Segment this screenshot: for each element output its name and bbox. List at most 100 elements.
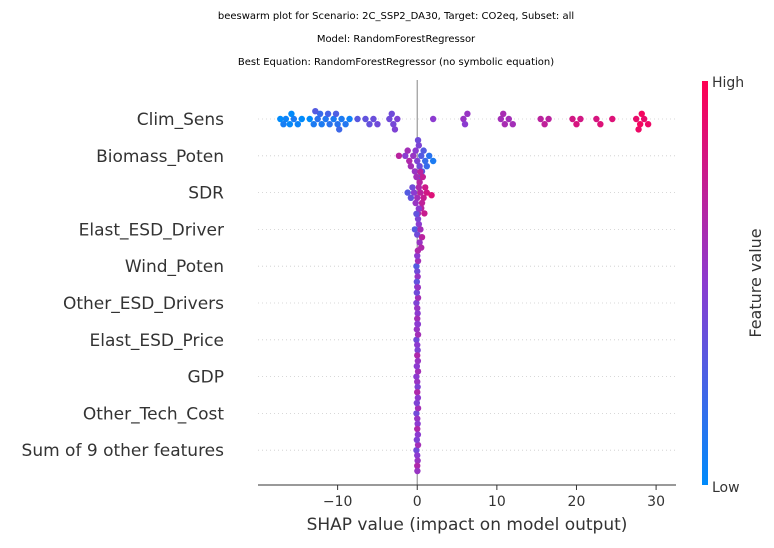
- shap-point: [322, 115, 329, 123]
- shap-point: [420, 147, 427, 154]
- shap-point: [414, 310, 421, 317]
- shap-point: [413, 173, 420, 181]
- shap-point: [414, 341, 421, 349]
- feature-label: Biomass_Poten: [96, 147, 224, 167]
- x-tick-label: 20: [568, 494, 586, 510]
- shap-point: [414, 368, 422, 375]
- shap-point: [460, 115, 467, 123]
- feature-label: SDR: [188, 184, 224, 204]
- shap-point: [336, 126, 343, 133]
- shap-point: [413, 373, 420, 380]
- shap-point: [414, 257, 422, 265]
- shap-point: [406, 157, 413, 165]
- shap-point: [316, 110, 324, 118]
- shap-point: [541, 121, 548, 128]
- colorbar-title: Feature value: [746, 228, 765, 337]
- shap-point: [414, 231, 421, 238]
- shap-point: [414, 467, 421, 475]
- shap-point: [298, 115, 305, 123]
- shap-point: [413, 210, 420, 217]
- x-tick-label: 30: [647, 494, 665, 510]
- shap-point: [414, 441, 422, 449]
- feature-label: Sum of 9 other features: [22, 441, 225, 461]
- shap-point: [429, 157, 437, 165]
- shap-point: [286, 121, 294, 128]
- shap-point: [597, 121, 604, 128]
- shap-point: [417, 189, 424, 196]
- shap-point: [288, 110, 295, 118]
- feature-label: Other_Tech_Cost: [83, 404, 224, 424]
- feature-label: Elast_ESD_Driver: [79, 220, 224, 240]
- shap-point: [414, 378, 421, 385]
- shap-point: [413, 410, 420, 417]
- shap-point: [334, 121, 341, 128]
- shap-point: [414, 420, 421, 427]
- shap-point: [422, 157, 429, 165]
- shap-point: [413, 447, 420, 454]
- chart-title-line-3: Best Equation: RandomForestRegressor (no…: [238, 57, 554, 68]
- shap-point: [416, 239, 423, 246]
- shap-point: [414, 425, 421, 433]
- chart-title-line-1: beeswarm plot for Scenario: 2C_SSP2_DA30…: [218, 11, 574, 22]
- shap-point: [318, 121, 325, 128]
- shap-point: [414, 394, 422, 401]
- colorbar-high-label: High: [712, 75, 744, 91]
- shap-point: [413, 278, 421, 285]
- shap-point: [423, 163, 430, 170]
- shap-point: [407, 194, 415, 201]
- shap-point: [414, 315, 421, 322]
- shap-point: [414, 273, 421, 280]
- shap-point: [464, 110, 471, 118]
- shap-point: [395, 152, 403, 159]
- x-ticks: −10 0 10 20 30: [323, 485, 665, 510]
- shap-point: [312, 108, 319, 115]
- shap-point: [390, 121, 397, 128]
- shap-point: [414, 352, 421, 359]
- shap-point: [500, 110, 507, 118]
- shap-point: [414, 431, 422, 438]
- shap-point: [414, 268, 421, 275]
- shap-point: [420, 194, 427, 201]
- shap-point: [411, 168, 419, 175]
- shap-point: [362, 115, 369, 123]
- shap-point: [414, 305, 421, 312]
- shap-point: [413, 299, 420, 307]
- shap-point: [418, 234, 426, 241]
- shap-point: [324, 110, 332, 118]
- shap-point: [414, 247, 422, 254]
- feature-labels: Clim_Sens Biomass_Poten SDR Elast_ESD_Drive…: [22, 110, 225, 461]
- feature-label: GDP: [187, 368, 224, 388]
- shap-point: [346, 115, 353, 123]
- shap-point: [573, 121, 580, 128]
- shap-point: [412, 147, 419, 154]
- shap-point: [413, 289, 421, 296]
- shap-point: [414, 321, 422, 328]
- feature-label: Wind_Poten: [125, 257, 224, 277]
- shap-point: [632, 115, 640, 123]
- shap-point: [404, 147, 411, 154]
- shap-point: [569, 115, 576, 123]
- shap-point: [415, 184, 423, 191]
- feature-label: Clim_Sens: [137, 110, 224, 130]
- shap-point: [391, 126, 399, 133]
- shap-point: [414, 347, 421, 354]
- shap-point: [413, 336, 420, 343]
- shap-point: [366, 121, 373, 128]
- shap-point: [342, 121, 349, 128]
- shap-point: [429, 115, 437, 123]
- shap-point: [414, 415, 421, 422]
- beeswarm-dots: [277, 108, 652, 475]
- shap-point: [413, 263, 420, 270]
- shap-point: [386, 115, 393, 123]
- shap-point: [374, 121, 381, 128]
- shap-point: [414, 215, 422, 223]
- shap-point: [290, 115, 298, 123]
- shap-point: [410, 152, 417, 159]
- shap-point: [414, 405, 422, 412]
- shap-point: [413, 436, 421, 443]
- shap-point: [415, 142, 423, 149]
- x-tick-label: 0: [413, 494, 422, 510]
- shap-point: [593, 115, 600, 123]
- shap-point: [411, 226, 419, 233]
